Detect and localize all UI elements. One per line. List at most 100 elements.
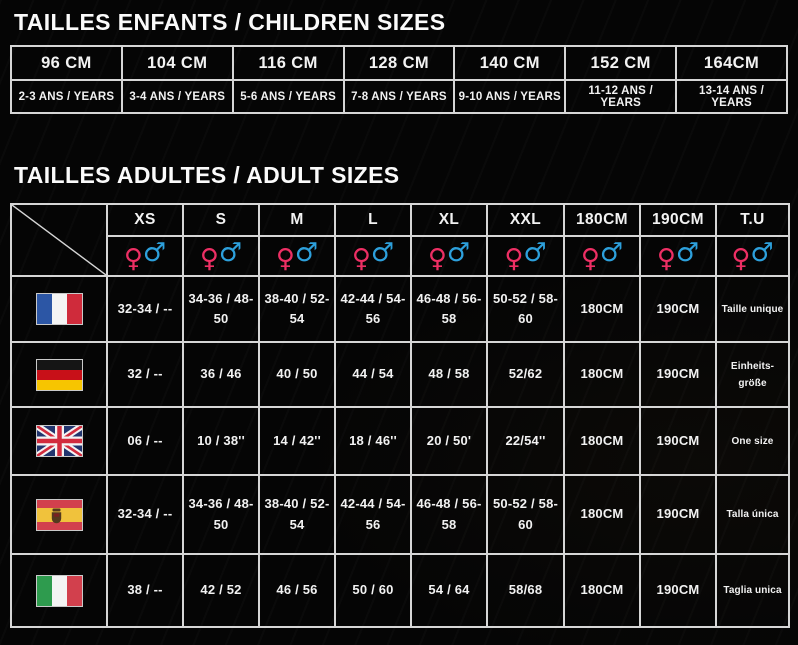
country-flag-cell xyxy=(10,341,108,408)
size-value-cell: 58/68 xyxy=(486,553,565,628)
male-icon: ♂ xyxy=(142,238,167,268)
size-value-cell: 50-52 / 58-60 xyxy=(486,474,565,555)
adult-size-header-row: XS S M L XL XXL 180CM 190CM T.U xyxy=(10,203,790,277)
size-value-cell: 180CM xyxy=(563,341,641,408)
size-value-cell: 46-48 / 56-58 xyxy=(410,474,488,555)
children-age-cell: 9-10 ANS / YEARS xyxy=(453,79,567,114)
female-icon: ♀ xyxy=(199,244,219,274)
corner-diagonal-cell xyxy=(10,203,108,277)
female-icon: ♀ xyxy=(504,244,524,274)
size-value-cell: 180CM xyxy=(563,553,641,628)
children-height-row: 96 CM 104 CM 116 CM 128 CM 140 CM 152 CM… xyxy=(10,45,788,81)
size-value-cell: 32-34 / -- xyxy=(106,275,184,343)
male-icon: ♂ xyxy=(446,238,471,268)
size-value-cell: 190CM xyxy=(639,341,717,408)
size-value-cell: 190CM xyxy=(639,474,717,555)
italy-flag-icon xyxy=(35,574,83,607)
size-value-cell: 50-52 / 58-60 xyxy=(486,275,565,343)
size-value-cell: 44 / 54 xyxy=(334,341,412,408)
male-icon: ♂ xyxy=(675,238,700,268)
table-row-uk: 06 / -- 10 / 38'' 14 / 42'' 18 / 46'' 20… xyxy=(10,406,790,476)
size-value-cell: 46-48 / 56-58 xyxy=(410,275,488,343)
size-value-cell: 42-44 / 54-56 xyxy=(334,275,412,343)
children-sizes-title: TAILLES ENFANTS / CHILDREN SIZES xyxy=(14,9,446,35)
size-value-cell: 190CM xyxy=(639,553,717,628)
size-header-cell: M xyxy=(258,203,336,237)
size-value-cell: 18 / 46'' xyxy=(334,406,412,476)
table-row-italy: 38 / -- 42 / 52 46 / 56 50 / 60 54 / 64 … xyxy=(10,553,790,628)
size-chart-page: TAILLES ENFANTS / CHILDREN SIZES 96 CM 1… xyxy=(10,9,790,628)
male-icon: ♂ xyxy=(750,238,774,268)
size-value-cell: 32 / -- xyxy=(106,341,184,408)
spain-flag-icon xyxy=(35,498,83,531)
gender-symbols-cell: ♀♂ xyxy=(334,235,412,277)
female-icon: ♀ xyxy=(351,244,371,274)
children-age-cell: 7-8 ANS / YEARS xyxy=(342,79,456,114)
size-header-cell: S xyxy=(182,203,260,237)
size-header-cell: 180CM xyxy=(563,203,641,237)
france-flag-icon xyxy=(35,293,83,325)
adult-sizes-table: XS S M L XL XXL 180CM 190CM T.U ♀♂ ♀♂ ♀♂… xyxy=(10,203,790,628)
one-size-cell: One size xyxy=(715,406,790,476)
gender-symbols-cell: ♀♂ xyxy=(410,235,488,277)
one-size-cell: Talla única xyxy=(715,474,790,555)
male-icon: ♂ xyxy=(599,238,624,268)
female-icon: ♀ xyxy=(123,244,143,274)
gender-symbols-cell: ♀♂ xyxy=(563,235,641,277)
size-value-cell: 48 / 58 xyxy=(410,341,488,408)
children-age-cell: 2-3 ANS / YEARS xyxy=(10,79,123,114)
size-value-cell: 36 / 46 xyxy=(182,341,260,408)
size-header-cell: L xyxy=(334,203,412,237)
size-header-cell: 190CM xyxy=(639,203,717,237)
country-flag-cell xyxy=(10,553,108,628)
table-row-france: 32-34 / -- 34-36 / 48-50 38-40 / 52-54 4… xyxy=(10,275,790,343)
gender-symbols-cell: ♀♂ xyxy=(106,235,184,277)
gender-symbols-cell: ♀♂ xyxy=(486,235,565,277)
children-age-cell: 3-4 ANS / YEARS xyxy=(120,79,234,114)
children-age-row: 2-3 ANS / YEARS 3-4 ANS / YEARS 5-6 ANS … xyxy=(10,79,788,114)
one-size-cell: Einheits-größe xyxy=(715,341,790,408)
size-header-cell: XXL xyxy=(486,203,565,237)
table-row-germany: 32 / -- 36 / 46 40 / 50 44 / 54 48 / 58 … xyxy=(10,341,790,408)
size-value-cell: 180CM xyxy=(563,275,641,343)
size-value-cell: 38-40 / 52-54 xyxy=(258,474,336,555)
diagonal-line xyxy=(12,205,106,275)
male-icon: ♂ xyxy=(294,238,319,268)
size-value-cell: 42 / 52 xyxy=(182,553,260,628)
size-value-cell: 40 / 50 xyxy=(258,341,336,408)
size-header-cell: XS xyxy=(106,203,184,237)
size-value-cell: 14 / 42'' xyxy=(258,406,336,476)
country-flag-cell xyxy=(10,406,108,476)
children-height-cell: 104 CM xyxy=(120,45,234,81)
adult-sizes-title: TAILLES ADULTES / ADULT SIZES xyxy=(14,162,400,188)
germany-flag-icon xyxy=(35,358,83,391)
gender-symbols-row: ♀♂ ♀♂ ♀♂ ♀♂ ♀♂ ♀♂ ♀♂ ♀♂ ♀♂ xyxy=(11,235,790,277)
gender-symbols-cell: ♀♂ xyxy=(639,235,717,277)
gender-symbols-cell: ♀♂ xyxy=(715,235,790,277)
children-height-cell: 164CM xyxy=(675,45,788,81)
one-size-cell: Taille unique xyxy=(715,275,790,343)
size-value-cell: 46 / 56 xyxy=(258,553,336,628)
size-header-cell: XL xyxy=(410,203,488,237)
gender-symbols-cell: ♀♂ xyxy=(258,235,336,277)
children-age-cell: 13-14 ANS / YEARS xyxy=(675,79,788,114)
female-icon: ♀ xyxy=(427,244,447,274)
size-value-cell: 34-36 / 48-50 xyxy=(182,474,260,555)
size-value-cell: 34-36 / 48-50 xyxy=(182,275,260,343)
size-value-cell: 50 / 60 xyxy=(334,553,412,628)
female-icon: ♀ xyxy=(656,244,676,274)
female-icon: ♀ xyxy=(275,244,295,274)
table-row-spain: 32-34 / -- 34-36 / 48-50 38-40 / 52-54 4… xyxy=(10,474,790,555)
children-age-cell: 5-6 ANS / YEARS xyxy=(231,79,345,114)
children-height-cell: 152 CM xyxy=(564,45,678,81)
country-flag-cell xyxy=(10,275,108,343)
children-height-cell: 96 CM xyxy=(10,45,123,81)
size-value-cell: 42-44 / 54-56 xyxy=(334,474,412,555)
size-value-cell: 32-34 / -- xyxy=(106,474,184,555)
size-value-cell: 22/54'' xyxy=(486,406,565,476)
size-value-cell: 38 / -- xyxy=(106,553,184,628)
size-value-cell: 190CM xyxy=(639,275,717,343)
country-flag-cell xyxy=(10,474,108,555)
size-value-cell: 20 / 50' xyxy=(410,406,488,476)
size-value-cell: 180CM xyxy=(563,406,641,476)
